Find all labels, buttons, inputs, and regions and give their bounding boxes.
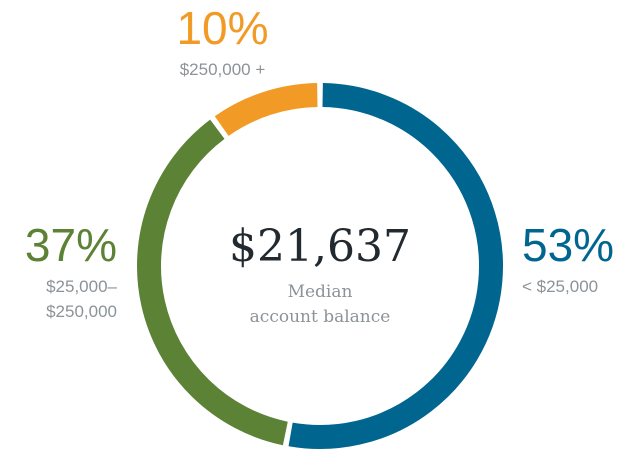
value-label: 37%	[24, 219, 117, 271]
center-label: Median account balance	[170, 280, 470, 330]
center-value: $21,637	[229, 221, 411, 272]
donut-segment	[137, 119, 288, 446]
category-label: $250,000 +	[179, 60, 266, 79]
value-label: 53%	[522, 219, 615, 271]
donut-segment	[288, 83, 503, 449]
donut-segment	[214, 83, 318, 137]
category-label: < $25,000	[522, 277, 599, 296]
center-label-line: Median	[287, 282, 353, 302]
segment-label: 37% $25,000–$250,000	[5, 222, 117, 324]
segment-label: 10% $250,000 +	[160, 5, 285, 82]
value-label: 10%	[176, 2, 269, 54]
segment-label: 53% < $25,000	[522, 222, 632, 299]
category-label: $25,000–$250,000	[46, 277, 117, 321]
center-block: $21,637 Median account balance	[170, 222, 470, 330]
center-label-line: account balance	[249, 307, 391, 327]
